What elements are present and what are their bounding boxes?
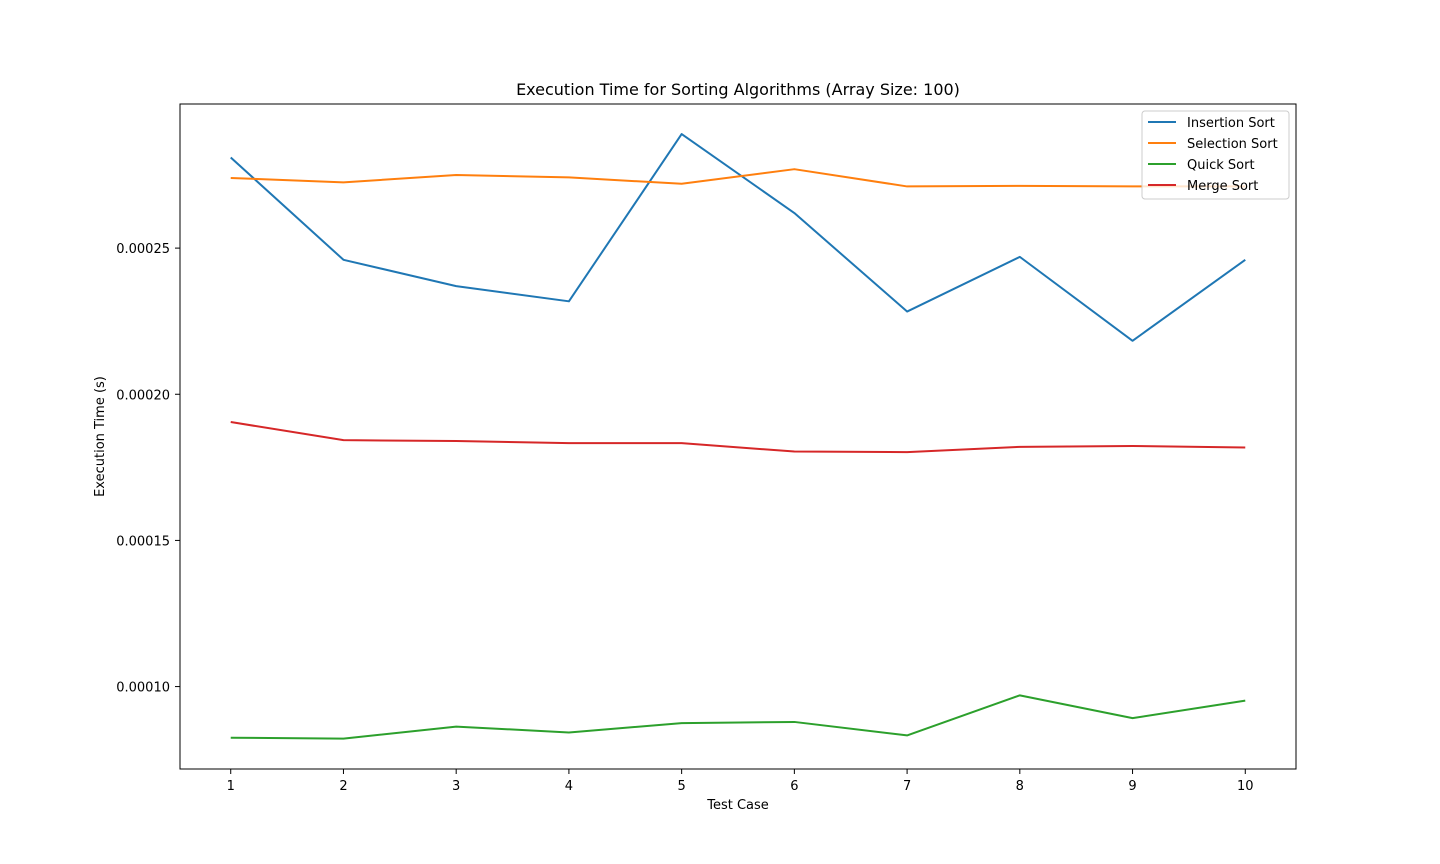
y-tick-label: 0.00025 bbox=[116, 242, 170, 257]
x-tick-label: 10 bbox=[1237, 779, 1254, 794]
x-tick-label: 3 bbox=[452, 779, 460, 794]
x-tick-label: 2 bbox=[339, 779, 347, 794]
legend-label-selection-sort: Selection Sort bbox=[1187, 137, 1278, 152]
legend-box bbox=[1141, 110, 1290, 200]
y-axis-label: Execution Time (s) bbox=[93, 376, 108, 497]
plot-area bbox=[179, 103, 1297, 770]
legend: Insertion Sort Selection Sort Quick Sort Me… bbox=[1141, 110, 1290, 200]
x-tick-label: 1 bbox=[227, 779, 235, 794]
series-layer bbox=[230, 133, 1246, 740]
y-tick-label: 0.00015 bbox=[116, 534, 170, 549]
x-tick-label: 5 bbox=[677, 779, 685, 794]
chart-title: Execution Time for Sorting Algorithms (A… bbox=[516, 80, 960, 99]
x-tick-label: 7 bbox=[903, 779, 911, 794]
quick-sort-line bbox=[230, 694, 1246, 740]
x-tick-label: 8 bbox=[1016, 779, 1024, 794]
x-tick-label: 6 bbox=[790, 779, 798, 794]
plot-frame bbox=[179, 103, 1297, 770]
x-axis: 1 2 3 4 5 6 7 8 9 10 bbox=[227, 769, 1254, 794]
x-axis-label: Test Case bbox=[706, 798, 769, 813]
y-tick-label: 0.00020 bbox=[116, 388, 170, 403]
selection-sort-line bbox=[230, 168, 1246, 188]
legend-label-merge-sort: Merge Sort bbox=[1187, 179, 1258, 194]
legend-label-insertion-sort: Insertion Sort bbox=[1187, 116, 1275, 131]
legend-label-quick-sort: Quick Sort bbox=[1187, 158, 1255, 173]
x-tick-label: 4 bbox=[565, 779, 573, 794]
x-tick-label: 9 bbox=[1128, 779, 1136, 794]
merge-sort-line bbox=[230, 421, 1246, 454]
insertion-sort-line bbox=[230, 133, 1246, 342]
y-axis: 0.00010 0.00015 0.00020 0.00025 bbox=[116, 242, 180, 696]
y-tick-label: 0.00010 bbox=[116, 681, 170, 696]
